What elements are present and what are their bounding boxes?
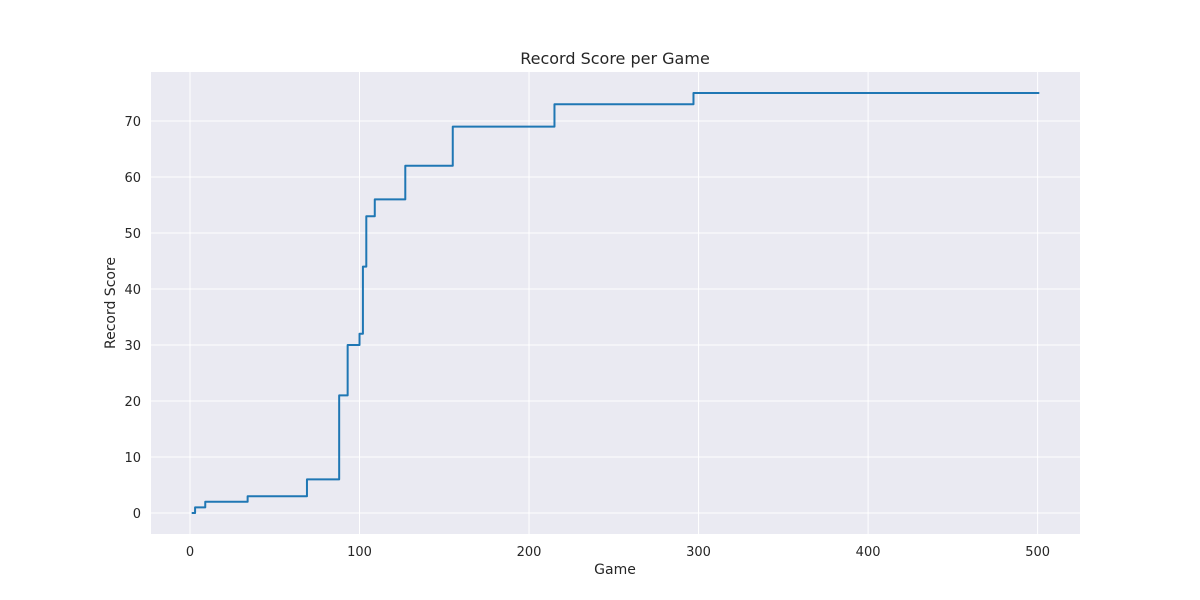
x-tick-label: 300 [686,545,711,560]
y-tick-label: 60 [124,171,141,186]
record-score-line [191,92,1040,514]
y-tick-label: 10 [124,451,141,466]
grid-lines [151,72,1080,534]
chart-title: Record Score per Game [520,49,710,68]
plot-background [151,72,1080,534]
y-tick-label: 30 [124,339,141,354]
y-tick-label: 20 [124,395,141,410]
x-tick-label: 200 [517,545,542,560]
y-axis-label: Record Score [103,257,119,349]
y-tick-label: 40 [124,283,141,298]
x-tick-labels: 0 100 200 300 400 500 [186,545,1050,560]
x-axis-label: Game [594,562,636,578]
y-tick-label: 0 [133,507,141,522]
series-group [191,92,1040,514]
x-tick-label: 100 [347,545,372,560]
x-tick-label: 500 [1025,545,1050,560]
x-tick-label: 0 [186,545,194,560]
y-tick-labels: 0 10 20 30 40 50 60 70 [124,115,141,522]
y-tick-label: 70 [124,115,141,130]
x-tick-label: 400 [856,545,881,560]
y-tick-label: 50 [124,227,141,242]
